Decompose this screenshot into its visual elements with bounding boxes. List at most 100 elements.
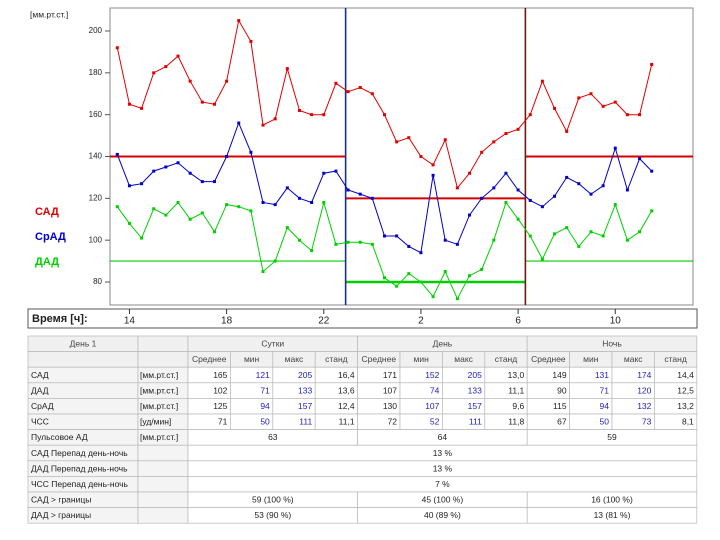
y-tick-label: 140 (89, 152, 103, 161)
point (540, 205, 544, 209)
point (225, 203, 229, 207)
point (140, 236, 144, 240)
cell-text: САД (31, 370, 49, 380)
point (176, 161, 180, 165)
point (516, 188, 520, 192)
x-axis-label: Время [ч]: (32, 313, 88, 325)
cell-text: 13,0 (508, 370, 525, 380)
cell-text: 50 (260, 417, 270, 427)
cell-text: [мм.рт.ст.] (140, 385, 178, 395)
point (297, 196, 301, 200)
point (431, 295, 435, 299)
cell-text: 13 (81 %) (594, 510, 631, 520)
cell-text: 107 (383, 385, 397, 395)
point (334, 169, 338, 173)
legend-label: СрАД (35, 231, 66, 243)
point (188, 217, 192, 221)
point (419, 155, 423, 158)
point (322, 201, 326, 205)
y-tick-label: 120 (89, 193, 103, 202)
cell-text: станд (325, 354, 347, 364)
point (382, 234, 386, 238)
cell-text: 205 (298, 370, 312, 380)
point (407, 272, 411, 276)
cell-text: САД Перепад день-ночь (31, 448, 128, 458)
point (565, 175, 569, 179)
cell-text: мин (583, 354, 599, 364)
cell-text: ДАД (31, 385, 49, 395)
point (346, 188, 350, 192)
cell-text: 64 (438, 432, 448, 442)
point (492, 186, 496, 190)
point (152, 71, 156, 75)
point (140, 106, 144, 110)
point (212, 180, 216, 184)
point (419, 280, 423, 284)
point (407, 136, 411, 140)
table-cell (137, 507, 189, 524)
cell-text: 13,6 (338, 385, 355, 395)
cell-text: 205 (468, 370, 482, 380)
cell-text: 94 (260, 401, 270, 411)
point (346, 90, 350, 94)
cell-text: 11,1 (508, 385, 524, 395)
cell-text: макс (285, 354, 304, 364)
point (249, 150, 253, 154)
point (455, 242, 459, 246)
point (285, 226, 289, 230)
point (540, 257, 544, 261)
point (553, 106, 557, 110)
point (589, 230, 593, 234)
cell-text: 157 (298, 401, 312, 411)
point (225, 155, 229, 158)
point (504, 171, 508, 175)
y-tick-label: 160 (89, 110, 103, 119)
point (188, 171, 192, 175)
cell-text: 90 (557, 385, 567, 395)
point (334, 81, 338, 85)
point (601, 184, 605, 188)
cell-text: День (433, 339, 453, 349)
point (565, 129, 569, 133)
point (237, 121, 241, 125)
point (419, 251, 423, 255)
cell-text: 40 (89 %) (424, 510, 461, 520)
point (127, 184, 131, 188)
point (285, 186, 289, 190)
point (152, 169, 156, 173)
point (565, 226, 569, 230)
point (382, 113, 386, 117)
cell-text: 13,2 (677, 401, 694, 411)
cell-text: 149 (552, 370, 566, 380)
point (358, 240, 362, 244)
cell-text: 16 (100 %) (591, 495, 633, 505)
cell-text: [уд/мин] (140, 417, 171, 427)
point (443, 270, 447, 274)
cell-text: 45 (100 %) (422, 495, 464, 505)
point (249, 209, 253, 213)
point (346, 240, 350, 244)
point (358, 85, 362, 89)
point (249, 39, 253, 43)
point (140, 182, 144, 186)
point (516, 217, 520, 221)
cell-text: 50 (600, 417, 610, 427)
cell-text: ДАД Перепад день-ночь (31, 463, 128, 473)
point (200, 180, 204, 184)
y-tick-label: 80 (93, 277, 102, 286)
cell-text: [мм.рт.ст.] (140, 401, 178, 411)
cell-text: 71 (260, 385, 270, 395)
point (443, 138, 447, 142)
cell-text: 133 (468, 385, 482, 395)
point (528, 198, 532, 202)
cell-text: 59 (100 %) (252, 495, 294, 505)
point (589, 192, 593, 196)
point (115, 152, 119, 156)
cell-text: 72 (388, 417, 398, 427)
point (577, 96, 581, 100)
cell-text: 13 % (433, 448, 453, 458)
cell-text: Сутки (261, 339, 284, 349)
point (504, 201, 508, 205)
point (310, 249, 314, 253)
cell-text: 63 (268, 432, 278, 442)
